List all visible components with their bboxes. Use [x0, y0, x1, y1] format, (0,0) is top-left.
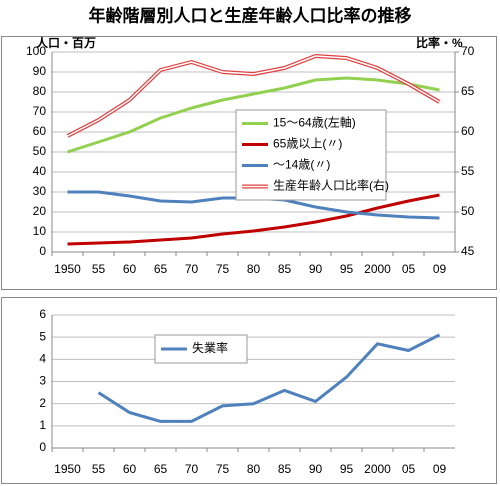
- x-tick-label: 65: [154, 462, 168, 476]
- chart-frame: [1, 297, 497, 484]
- y-tick-label: 6: [39, 307, 46, 321]
- x-tick-label: 1950: [54, 262, 81, 276]
- x-tick-label: 90: [309, 462, 323, 476]
- y-tick-label: 10: [33, 224, 47, 238]
- chart-frame: [1, 36, 497, 290]
- y-tick-label: 40: [33, 164, 47, 178]
- x-tick-label: 09: [433, 462, 447, 476]
- x-tick-label: 65: [154, 262, 168, 276]
- x-tick-label: 05: [402, 262, 416, 276]
- y2-tick-label: 50: [461, 204, 475, 218]
- series-line: [67, 76, 440, 154]
- x-tick-label: 60: [123, 262, 137, 276]
- y-tick-label: 2: [39, 396, 46, 410]
- y-tick-label: 70: [33, 104, 47, 118]
- y2-axis-label: 比率・%: [416, 35, 463, 50]
- x-tick-label: 2000: [364, 462, 391, 476]
- legend-label: 失業率: [192, 340, 228, 355]
- y-tick-label: 20: [33, 204, 47, 218]
- y-tick-label: 30: [33, 184, 47, 198]
- series-line: [67, 193, 440, 246]
- x-tick-label: 85: [278, 462, 292, 476]
- y2-tick-label: 55: [461, 164, 475, 178]
- y-tick-label: 90: [33, 64, 47, 78]
- series-line-inner: [67, 55, 440, 137]
- y-tick-label: 5: [39, 329, 46, 343]
- legend-label: 65歳以上(〃): [273, 137, 342, 151]
- y-tick-label: 4: [39, 352, 46, 366]
- legend-label: 15〜64歳(左軸): [273, 115, 356, 130]
- x-tick-label: 70: [185, 462, 199, 476]
- y-tick-label: 100: [26, 44, 46, 58]
- y2-tick-label: 65: [461, 84, 475, 98]
- y-tick-label: 60: [33, 124, 47, 138]
- y-tick-label: 80: [33, 84, 47, 98]
- x-tick-label: 75: [216, 462, 230, 476]
- legend-label: 生産年齢人口比率(右): [273, 178, 389, 193]
- chart-title: 年齢階層別人口と生産年齢人口比率の推移: [89, 5, 412, 25]
- x-tick-label: 70: [185, 262, 199, 276]
- x-tick-label: 80: [247, 462, 261, 476]
- y2-tick-label: 45: [461, 244, 475, 258]
- x-tick-label: 05: [402, 462, 416, 476]
- y-tick-label: 50: [33, 144, 47, 158]
- x-tick-label: 09: [433, 262, 447, 276]
- x-tick-label: 60: [123, 462, 137, 476]
- y-tick-label: 0: [39, 440, 46, 454]
- x-tick-label: 80: [247, 262, 261, 276]
- y2-tick-label: 70: [461, 44, 475, 58]
- x-tick-label: 1950: [54, 462, 81, 476]
- x-tick-label: 2000: [364, 262, 391, 276]
- series-line: [97, 333, 441, 423]
- x-tick-label: 95: [340, 462, 354, 476]
- y-tick-label: 1: [39, 418, 46, 432]
- x-tick-label: 55: [92, 262, 106, 276]
- x-tick-label: 55: [92, 462, 106, 476]
- x-tick-label: 75: [216, 262, 230, 276]
- x-tick-label: 95: [340, 262, 354, 276]
- y-tick-label: 0: [39, 244, 46, 258]
- x-tick-label: 90: [309, 262, 323, 276]
- legend-label: 〜14歳(〃): [273, 158, 330, 172]
- x-tick-label: 85: [278, 262, 292, 276]
- y-tick-label: 3: [39, 374, 46, 388]
- y-axis-label: 人口・百万: [36, 35, 96, 50]
- y2-tick-label: 60: [461, 124, 475, 138]
